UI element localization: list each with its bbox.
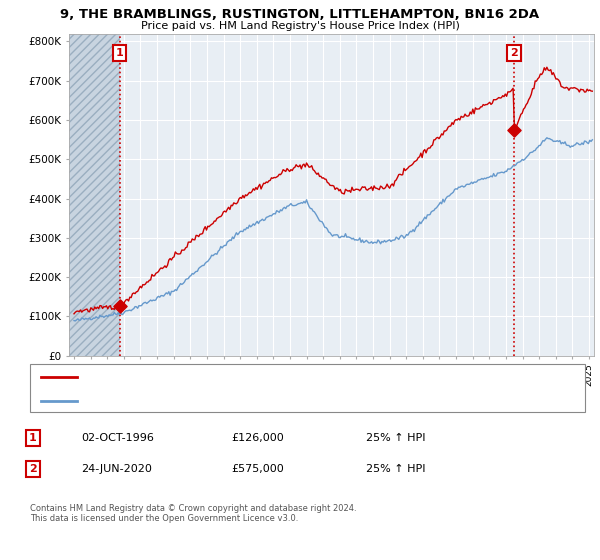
Text: 2: 2 <box>29 464 37 474</box>
Text: Price paid vs. HM Land Registry's House Price Index (HPI): Price paid vs. HM Land Registry's House … <box>140 21 460 31</box>
Point <box>509 125 519 134</box>
Text: 2: 2 <box>510 48 518 58</box>
Text: HPI: Average price, detached house, Arun: HPI: Average price, detached house, Arun <box>84 396 288 406</box>
Text: 25% ↑ HPI: 25% ↑ HPI <box>366 464 425 474</box>
Text: Contains HM Land Registry data © Crown copyright and database right 2024.
This d: Contains HM Land Registry data © Crown c… <box>30 504 356 524</box>
Text: 1: 1 <box>29 433 37 443</box>
Text: 24-JUN-2020: 24-JUN-2020 <box>81 464 152 474</box>
Bar <box>69 34 119 356</box>
Text: 9, THE BRAMBLINGS, RUSTINGTON, LITTLEHAMPTON, BN16 2DA (detached house): 9, THE BRAMBLINGS, RUSTINGTON, LITTLEHAM… <box>84 372 487 382</box>
Text: 1: 1 <box>116 48 124 58</box>
Text: £126,000: £126,000 <box>231 433 284 443</box>
Point <box>115 302 124 311</box>
Text: 25% ↑ HPI: 25% ↑ HPI <box>366 433 425 443</box>
Text: £575,000: £575,000 <box>231 464 284 474</box>
Text: 9, THE BRAMBLINGS, RUSTINGTON, LITTLEHAMPTON, BN16 2DA: 9, THE BRAMBLINGS, RUSTINGTON, LITTLEHAM… <box>61 8 539 21</box>
Text: 02-OCT-1996: 02-OCT-1996 <box>81 433 154 443</box>
